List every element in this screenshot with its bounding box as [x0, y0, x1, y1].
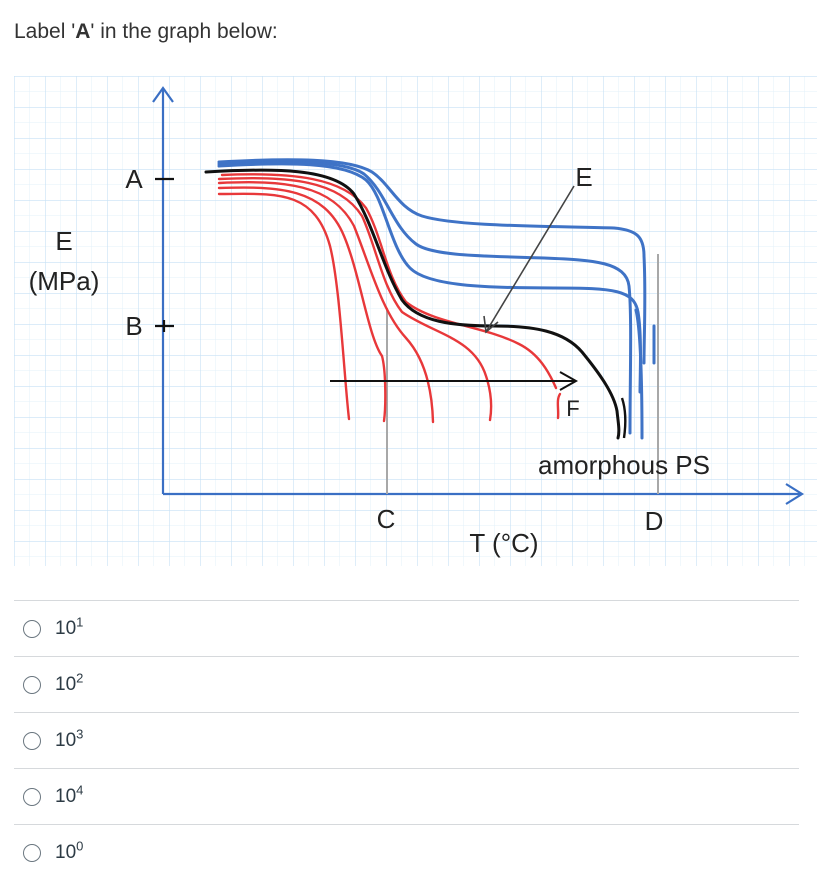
answer-text: 103: [55, 727, 83, 752]
x-axis-label: T (°C): [469, 528, 538, 558]
graph-svg: E (MPa) A B C D E F T (°C) amorphous PS: [14, 76, 817, 566]
radio-button[interactable]: [23, 731, 41, 750]
radio-button[interactable]: [23, 619, 41, 638]
answer-base: 10: [55, 841, 77, 863]
radio-button[interactable]: [23, 675, 41, 694]
answer-option-3[interactable]: 103: [14, 712, 799, 768]
black-curve: [204, 168, 621, 440]
answer-base: 10: [55, 729, 77, 751]
blue-curves: [217, 158, 656, 440]
e-pointer-head: [483, 315, 499, 334]
question-suffix: ' in the graph below:: [90, 20, 278, 43]
y-label-line2: (MPa): [29, 266, 100, 296]
e-pointer: [483, 185, 575, 334]
horizontal-arrow: [330, 371, 579, 391]
answer-option-2[interactable]: 102: [14, 656, 799, 712]
red-curve-4: [217, 177, 493, 422]
modulus-temperature-graph: E (MPa) A B C D E F T (°C) amorphous PS: [14, 76, 817, 566]
label-e: E: [575, 162, 592, 192]
answer-text: 102: [55, 671, 83, 696]
red-curve-3: [217, 181, 435, 424]
answer-exponent: 0: [76, 838, 84, 854]
label-d: D: [645, 506, 664, 536]
answer-text: 101: [55, 615, 83, 640]
e-pointer-line: [485, 185, 575, 333]
red-curves: [217, 173, 562, 424]
radio-button[interactable]: [23, 787, 41, 806]
ticks: [155, 177, 174, 332]
tick-a-label: A: [125, 164, 143, 194]
answer-text: 104: [55, 783, 83, 808]
answer-option-1[interactable]: 101: [14, 600, 799, 656]
graph-labels: E (MPa) A B C D E F T (°C) amorphous PS: [29, 162, 710, 558]
x-axis-arrow: [785, 483, 805, 505]
radio-button[interactable]: [23, 843, 41, 862]
question-text: Label 'A' in the graph below:: [14, 20, 278, 44]
blue-curve-middle: [217, 162, 642, 394]
answer-exponent: 2: [76, 670, 84, 686]
red-curve-2: [217, 186, 387, 423]
blue-curve-upper: [217, 158, 647, 365]
answer-exponent: 4: [76, 782, 84, 798]
answer-base: 10: [55, 617, 77, 639]
y-axis-arrow: [152, 86, 174, 103]
axes: [152, 86, 805, 505]
answer-exponent: 3: [76, 726, 84, 742]
answer-list: 101 102 103 104 100: [14, 600, 799, 880]
red-curve-5-tail: [556, 392, 562, 420]
question-bold-label: A: [75, 20, 91, 43]
tick-b-label: B: [125, 311, 142, 341]
blue-curve-middle-tail: [634, 308, 644, 440]
red-curve-1: [217, 192, 351, 421]
answer-base: 10: [55, 673, 77, 695]
answer-base: 10: [55, 785, 77, 807]
horizontal-arrow-head: [559, 371, 579, 391]
black-curve-tail: [620, 397, 627, 439]
guide-lines: [386, 254, 659, 494]
answer-option-4[interactable]: 104: [14, 768, 799, 824]
annotation-amorphous-ps: amorphous PS: [538, 450, 710, 480]
answer-exponent: 1: [76, 614, 84, 630]
red-curve-5: [220, 173, 558, 390]
y-label-line1: E: [55, 226, 72, 256]
label-f: F: [566, 396, 579, 421]
answer-option-5[interactable]: 100: [14, 824, 799, 880]
blue-curve-outer: [217, 160, 633, 435]
question-prefix: Label ': [14, 20, 76, 43]
answer-text: 100: [55, 839, 83, 864]
label-c: C: [377, 504, 396, 534]
